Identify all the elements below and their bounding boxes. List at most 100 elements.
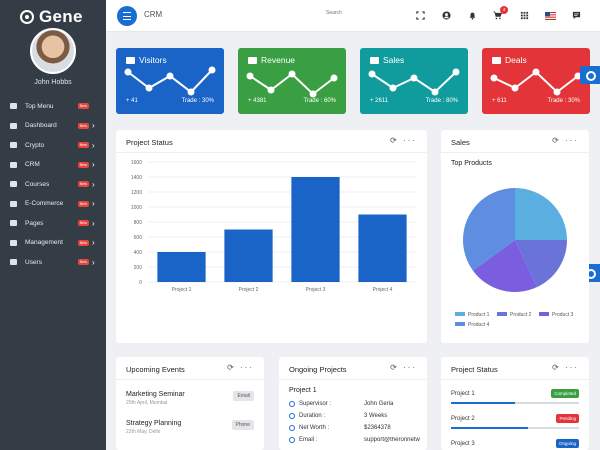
bar[interactable] bbox=[291, 177, 340, 282]
bar-chart: 0 200 400 600 800 1000 1200 1400 1600 Project 1 Pr… bbox=[131, 160, 416, 293]
sidebar-item-label: Dashboard bbox=[25, 122, 57, 129]
card-tools[interactable]: ⟳ ··· bbox=[390, 136, 417, 145]
progress-track bbox=[451, 427, 579, 429]
chevron-right-icon: › bbox=[92, 218, 95, 228]
stat-title: Visitors bbox=[139, 55, 167, 65]
breadcrumb: CRM bbox=[144, 10, 163, 19]
apps-grid-icon[interactable] bbox=[520, 11, 529, 20]
progress-track bbox=[451, 402, 579, 404]
stat-card-deals[interactable]: Deals + 611 Trade : 30% bbox=[482, 48, 590, 114]
us-flag-icon[interactable] bbox=[545, 12, 556, 20]
status-badge: Pending bbox=[556, 414, 579, 423]
menu-toggle-button[interactable] bbox=[117, 6, 137, 26]
sidebar-item-label: E-Commerce bbox=[25, 200, 64, 207]
sidebar-item-crm[interactable]: CRM New › bbox=[0, 158, 106, 172]
sidebar-item-users[interactable]: Users New › bbox=[0, 255, 106, 269]
menu-icon bbox=[10, 122, 17, 129]
logo[interactable]: Gene bbox=[20, 7, 83, 27]
project-status-item[interactable]: Project 1 Completed bbox=[451, 389, 579, 404]
pie-chart: Product 1 Product 2 Product 3 Product 4 bbox=[455, 188, 574, 328]
menu-icon bbox=[10, 181, 17, 187]
menu-icon bbox=[10, 220, 17, 226]
new-badge: New bbox=[77, 220, 89, 226]
sidebar-item-e-commerce[interactable]: E-Commerce New › bbox=[0, 197, 106, 211]
pie-slice[interactable] bbox=[515, 240, 567, 288]
new-badge: New bbox=[77, 142, 89, 148]
card-title: Project Status bbox=[126, 138, 173, 147]
stat-title: Revenue bbox=[261, 55, 296, 65]
project-detail-row: Net Worth : $2364378 bbox=[289, 425, 429, 431]
card-tools[interactable]: ⟳ ··· bbox=[227, 363, 254, 372]
chevron-right-icon: › bbox=[92, 238, 95, 247]
new-badge: New bbox=[77, 161, 89, 168]
user-icon[interactable] bbox=[442, 11, 451, 20]
card-tools[interactable]: ⟳ ··· bbox=[552, 363, 579, 372]
y-tick-label: 1200 bbox=[131, 190, 142, 196]
bar[interactable] bbox=[157, 252, 206, 282]
event-tag: Email bbox=[233, 391, 254, 401]
settings-gear-icon[interactable] bbox=[580, 66, 600, 84]
stat-value: + 4381 bbox=[248, 98, 267, 104]
menu-icon bbox=[10, 259, 17, 265]
sidebar-item-crypto[interactable]: Crypto New › bbox=[0, 138, 106, 152]
project-status-item[interactable]: Project 2 Pending bbox=[451, 414, 579, 429]
legend-swatch bbox=[497, 312, 507, 316]
bar[interactable] bbox=[358, 214, 407, 283]
sidebar-item-top-menu[interactable]: Top Menu New bbox=[0, 99, 106, 113]
stat-card-visitors[interactable]: Visitors + 41 Trade : 30% bbox=[116, 48, 224, 114]
card-title: Sales bbox=[451, 138, 470, 147]
card-tools[interactable]: ⟳ ··· bbox=[390, 363, 417, 372]
chevron-right-icon: › bbox=[92, 179, 95, 189]
stat-card-revenue[interactable]: Revenue + 4381 Trade : 60% bbox=[238, 48, 346, 114]
mail-icon bbox=[289, 437, 295, 443]
cart-icon[interactable] bbox=[493, 11, 502, 20]
sidebar-item-label: Crypto bbox=[25, 141, 45, 149]
pie-slice[interactable] bbox=[472, 240, 538, 292]
sales-icon bbox=[370, 56, 379, 64]
upcoming-events-card: Upcoming Events ⟳ ··· Marketing Seminar 2… bbox=[116, 357, 264, 450]
search-input[interactable] bbox=[326, 7, 386, 19]
event-item[interactable]: Strategy Planning 22th May, Delhi bbox=[126, 420, 182, 435]
stat-value: + 611 bbox=[492, 98, 507, 104]
fullscreen-icon[interactable] bbox=[416, 11, 425, 20]
menu-icon bbox=[10, 103, 17, 109]
sidebar-item-management[interactable]: Management New › bbox=[0, 236, 106, 250]
stat-title: Deals bbox=[505, 55, 527, 65]
stat-trade: Trade : 30% bbox=[547, 98, 580, 104]
x-tick-label: Project 2 bbox=[239, 287, 259, 293]
y-tick-label: 400 bbox=[134, 250, 143, 256]
money-icon bbox=[289, 425, 295, 431]
progress-fill bbox=[451, 427, 528, 429]
bar[interactable] bbox=[224, 229, 273, 283]
topbar: CRM 4 bbox=[106, 0, 600, 32]
menu-icon bbox=[10, 142, 17, 148]
x-tick-label: Project 4 bbox=[373, 287, 393, 293]
project-name: Project 2 bbox=[451, 416, 475, 422]
avatar[interactable] bbox=[30, 28, 76, 74]
card-title: Upcoming Events bbox=[126, 365, 185, 374]
project-status-item[interactable]: Project 3 Ongoing bbox=[451, 439, 579, 448]
sidebar-item-pages[interactable]: Pages New › bbox=[0, 216, 106, 230]
x-tick-label: Project 1 bbox=[172, 287, 192, 293]
card-title: Project Status bbox=[451, 365, 498, 374]
event-item[interactable]: Marketing Seminar 20th April, Mumbai bbox=[126, 391, 185, 406]
deals-icon bbox=[492, 56, 501, 64]
pie-slice[interactable] bbox=[463, 188, 515, 271]
legend-swatch bbox=[539, 312, 549, 316]
user-name: John Hobbs bbox=[34, 79, 72, 86]
legend-swatch bbox=[455, 312, 465, 316]
project-status-chart-card: Project Status ⟳ ··· 0 200 400 600 800 1000 12… bbox=[116, 130, 427, 343]
pie-slice[interactable] bbox=[515, 188, 567, 240]
project-status-list-card: Project Status ⟳ ··· Project 1 Completed P… bbox=[441, 357, 589, 450]
sidebar-item-label: Courses bbox=[25, 180, 50, 188]
sidebar-item-courses[interactable]: Courses New › bbox=[0, 177, 106, 191]
new-badge: New bbox=[77, 200, 89, 207]
new-badge: New bbox=[77, 122, 89, 129]
chat-icon[interactable] bbox=[572, 11, 581, 20]
sidebar-item-dashboard[interactable]: Dashboard New › bbox=[0, 119, 106, 133]
stat-card-sales[interactable]: Sales + 2611 Trade : 80% bbox=[360, 48, 468, 114]
card-tools[interactable]: ⟳ ··· bbox=[552, 136, 579, 145]
ongoing-projects-card: Ongoing Projects ⟳ ··· Project 1 Supervi… bbox=[279, 357, 427, 450]
notifications-icon[interactable] bbox=[468, 11, 477, 20]
card-title: Ongoing Projects bbox=[289, 365, 347, 374]
